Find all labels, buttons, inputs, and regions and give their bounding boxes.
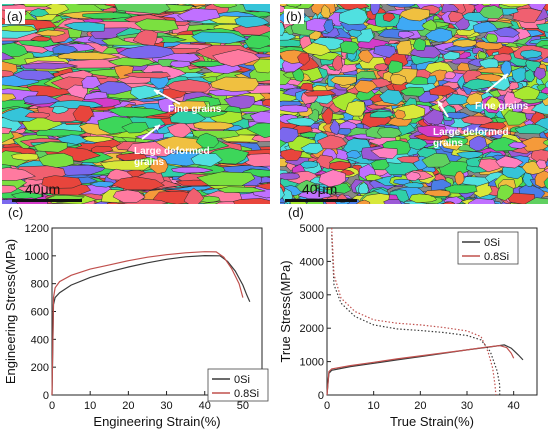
y-tick-label: 800 <box>31 279 49 291</box>
x-tick-label: 10 <box>368 400 380 412</box>
x-tick-label: 50 <box>237 400 249 412</box>
x-tick-label: 0 <box>324 400 330 412</box>
x-tick-label: 30 <box>160 400 172 412</box>
x-tick-label: 0 <box>49 400 55 412</box>
y-tick-label: 0 <box>43 390 49 402</box>
legend-box <box>207 368 269 402</box>
scalebar-b <box>285 199 357 202</box>
y-tick-label: 600 <box>31 307 49 319</box>
y-tick-label: 0 <box>318 390 324 402</box>
y-tick-label: 3000 <box>300 290 324 302</box>
legend-box <box>457 231 519 265</box>
y-tick-label: 1200 <box>25 223 49 235</box>
grain-layer <box>2 4 270 204</box>
y-axis-label: Engineering Stress(MPa) <box>3 239 18 384</box>
scale-label-a: 40μm <box>25 181 61 197</box>
y-axis-label: True Stress(MPa) <box>278 260 293 362</box>
ebsd-map-b: Fine grains Large deformed grains <box>280 4 548 204</box>
y-tick-label: 200 <box>31 362 49 374</box>
y-tick-label: 1000 <box>25 251 49 263</box>
x-tick-label: 20 <box>122 400 134 412</box>
scalebar-a <box>12 199 82 202</box>
legend-label: 0Si <box>234 374 250 386</box>
panel-label-c: (c) <box>8 205 24 220</box>
x-tick-label: 10 <box>84 400 96 412</box>
panel-label-d: (d) <box>288 205 304 220</box>
x-axis-label: Engineering Strain(%) <box>93 414 220 429</box>
y-tick-label: 400 <box>31 334 49 346</box>
legend-label: 0Si <box>484 237 500 249</box>
legend-label: 0.8Si <box>234 388 259 400</box>
annotation-label: Large deformed <box>134 146 210 157</box>
series-line-0Si-dotted <box>331 234 501 395</box>
x-tick-label: 40 <box>199 400 211 412</box>
ebsd-map-a: Fine grains Large deformed grains <box>2 4 270 204</box>
y-tick-label: 4000 <box>300 256 324 268</box>
annotation-label: Large deformed <box>433 127 509 138</box>
true-stress-strain-chart: 0 10 20 30 40 0 1000 2000 3000 4000 5000 True Strai… <box>278 223 538 429</box>
x-tick-label: 30 <box>461 400 473 412</box>
annotation-label: Fine grains <box>168 104 222 115</box>
panel-label-b: (b) <box>284 9 304 24</box>
x-tick-label: 40 <box>508 400 520 412</box>
x-axis-label: True Strain(%) <box>390 414 474 429</box>
series-line-08Si-solid <box>51 251 244 396</box>
series-line-0Si-solid <box>51 254 251 396</box>
y-tick-label: 1000 <box>300 357 324 369</box>
plot-frame <box>326 227 538 396</box>
y-tick-label: 2000 <box>300 323 324 335</box>
series-line-08Si-solid <box>326 344 515 396</box>
series-line-08Si-dotted <box>331 227 497 396</box>
scale-label-b: 40μm <box>302 181 338 197</box>
series-line-0Si-solid <box>326 344 524 396</box>
annotation-label: grains <box>134 157 164 168</box>
annotation-label: grains <box>433 138 463 149</box>
annotation-label: Fine grains <box>475 101 529 112</box>
y-tick-label: 5000 <box>300 223 324 235</box>
panel-label-a: (a) <box>5 9 25 24</box>
x-tick-label: 20 <box>414 400 426 412</box>
legend-label: 0.8Si <box>484 251 509 263</box>
engineering-stress-strain-chart: 0 10 20 30 40 50 0 200 400 600 800 1000 1200 Engineer… <box>3 223 269 429</box>
